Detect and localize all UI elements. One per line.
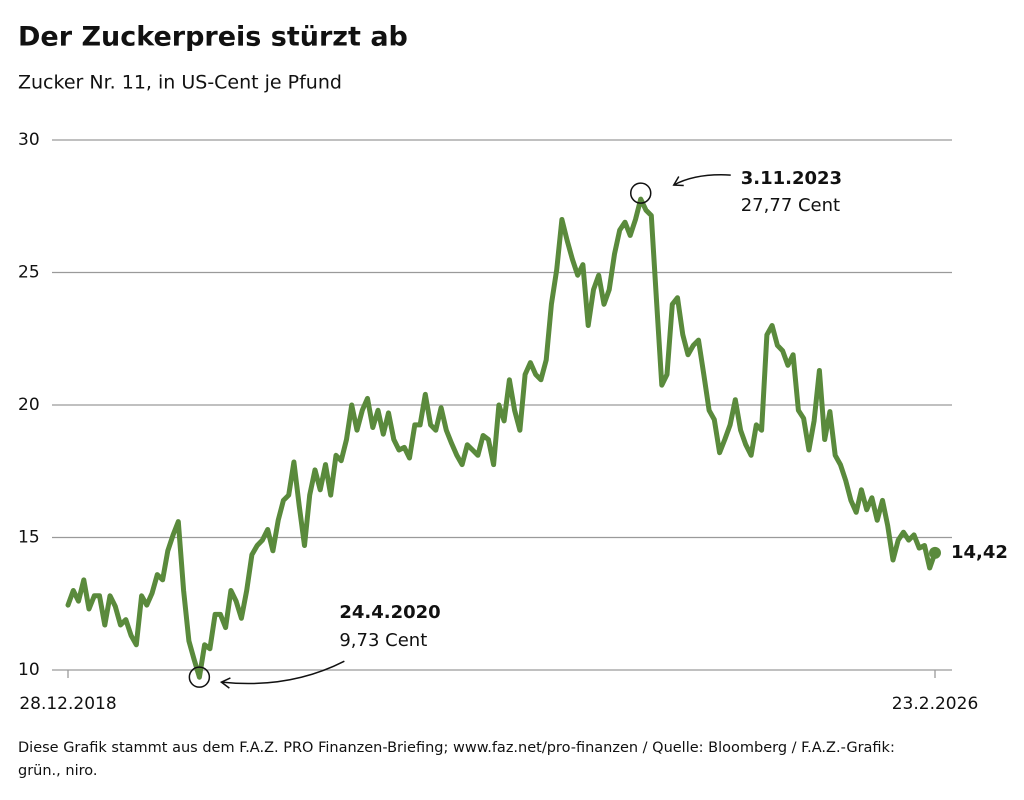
- end-dot: [929, 546, 941, 559]
- highlight-circle: [188, 666, 211, 688]
- highlight-circle: [629, 182, 652, 204]
- arrow: [221, 660, 345, 685]
- annotation-date: 24.4.2020: [339, 602, 440, 623]
- y-tick-label: 15: [18, 528, 40, 548]
- chart-title: Der Zuckerpreis stürzt ab: [18, 22, 408, 53]
- footer: grün., niro.: [18, 763, 97, 779]
- y-tick-label: 30: [18, 130, 40, 150]
- end-label: 14,42: [951, 542, 1008, 563]
- y-tick-label: 20: [18, 395, 40, 415]
- arrow-head: [219, 677, 231, 689]
- y-tick-label: 10: [18, 660, 40, 680]
- line: [65, 196, 938, 680]
- footer: Diese Grafik stammt aus dem F.A.Z. PRO F…: [18, 740, 895, 756]
- annotation-text: 27,77 Cent: [741, 195, 840, 216]
- x-tick-label: 23.2.2026: [892, 694, 979, 714]
- annotation-text: 9,73 Cent: [339, 630, 427, 651]
- arrow-head: [672, 176, 684, 187]
- y-tick-label: 25: [18, 263, 40, 283]
- annotation-date: 3.11.2023: [741, 168, 842, 189]
- arrow: [673, 174, 731, 186]
- chart-subtitle: Zucker Nr. 11, in US-Cent je Pfund: [18, 72, 342, 94]
- x-tick-label: 28.12.2018: [19, 694, 116, 714]
